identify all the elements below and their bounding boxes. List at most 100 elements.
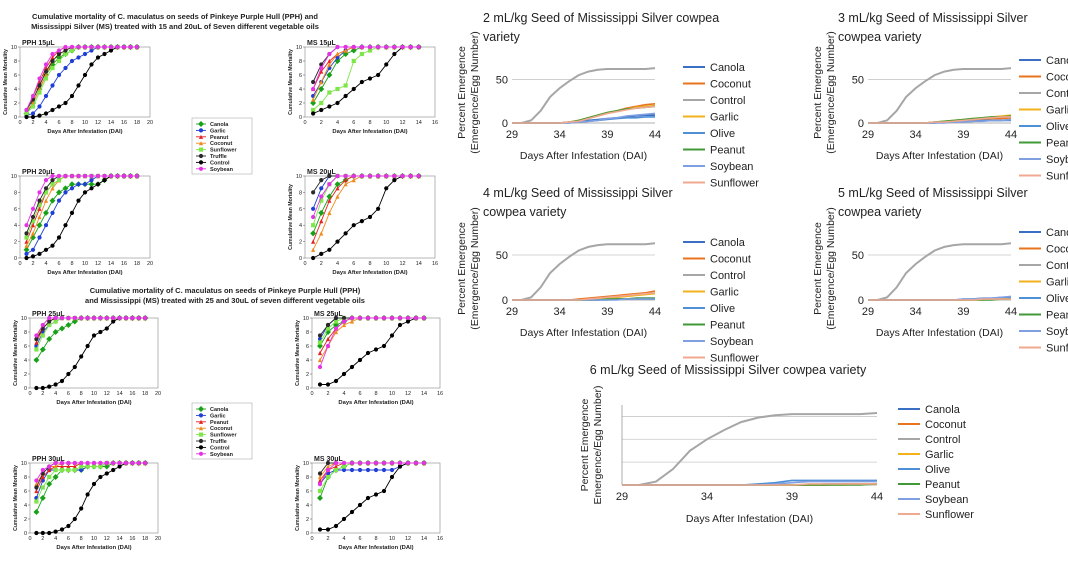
panel-title: MS 25μL [314, 311, 344, 318]
legend-label: Peanut [210, 420, 229, 426]
legend-label: Garlic [1046, 277, 1068, 289]
data-point [199, 167, 203, 171]
data-point [83, 45, 87, 49]
data-point [73, 468, 77, 472]
x-tick-label: 6 [57, 120, 60, 126]
data-point [392, 52, 396, 56]
data-point [70, 94, 74, 98]
panel-title: cowpea variety [838, 30, 922, 44]
series-line [36, 318, 145, 336]
x-tick-label: 6 [352, 261, 355, 267]
data-point [33, 509, 39, 515]
x-tick-label: 10 [91, 536, 97, 542]
data-point [118, 316, 122, 320]
data-point [31, 248, 35, 252]
data-point [390, 468, 394, 472]
y-tick-label: 0 [14, 115, 17, 121]
y-tick-label: 50 [496, 74, 508, 86]
data-point [382, 489, 386, 493]
data-point [41, 323, 45, 327]
data-point [37, 190, 41, 194]
data-point [57, 48, 61, 52]
data-point [143, 461, 147, 465]
data-point [37, 83, 41, 87]
data-point [60, 468, 64, 472]
x-axis-label: Days After Infestation (DAI) [686, 513, 813, 525]
data-point [417, 174, 421, 178]
data-point [54, 530, 58, 534]
data-point [130, 461, 134, 465]
series-line [36, 318, 145, 339]
data-point [326, 468, 330, 472]
x-tick-label: 34 [910, 306, 922, 318]
legend-label: Canola [710, 62, 746, 74]
data-point [366, 496, 370, 500]
data-point [376, 45, 380, 49]
data-point [199, 452, 203, 456]
data-point [335, 240, 339, 244]
data-point [352, 178, 356, 182]
data-point [334, 524, 338, 528]
y-tick-label: 4 [14, 87, 17, 93]
x-tick-label: 39 [601, 306, 613, 318]
data-point [57, 59, 61, 63]
data-point [358, 468, 362, 472]
legend-label: Truffle [210, 439, 227, 445]
series-line [868, 299, 1011, 300]
data-point [318, 482, 322, 486]
legend-label: Soybean [925, 494, 968, 506]
data-point [89, 45, 93, 49]
x-axis-label: Days After Infestation (DAI) [56, 400, 131, 406]
data-point [96, 55, 100, 59]
x-tick-label: 2 [31, 261, 34, 267]
data-point [105, 461, 109, 465]
data-point [73, 365, 77, 369]
data-point [34, 333, 38, 337]
data-point [390, 461, 394, 465]
legend-label: Sunflower [210, 148, 237, 154]
data-point [352, 59, 356, 63]
data-point [360, 174, 364, 178]
x-tick-label: 6 [358, 391, 361, 397]
data-point [406, 461, 410, 465]
x-tick-label: 8 [80, 391, 83, 397]
x-tick-label: 2 [320, 261, 323, 267]
data-point [384, 62, 388, 66]
data-point [376, 174, 380, 178]
y-tick-label: 6 [299, 73, 302, 79]
data-point [143, 316, 147, 320]
x-tick-label: 4 [336, 120, 339, 126]
panel-title: 2 mL/kg Seed of Mississippi Silver cowpe… [483, 11, 719, 25]
data-point [98, 330, 102, 334]
data-point [384, 174, 388, 178]
data-point [318, 527, 322, 531]
x-tick-label: 39 [957, 129, 969, 141]
data-point [47, 316, 51, 320]
x-tick-label: 8 [70, 261, 73, 267]
data-point [98, 475, 102, 479]
data-point [392, 174, 396, 178]
data-point [384, 45, 388, 49]
data-point [368, 174, 372, 178]
x-axis-label: Days After Infestation (DAI) [876, 327, 1003, 339]
y-tick-label: 2 [299, 101, 302, 107]
mortality-panel: 02468100 2 4 6 8 10 12 14 16MS 20μLDays After In… [288, 169, 438, 276]
data-point [92, 333, 96, 337]
legend: CanolaCoconutControlGarlicOlivePeanutSoy… [683, 62, 759, 190]
data-point [409, 174, 413, 178]
x-tick-label: 34 [554, 306, 566, 318]
data-point [392, 178, 396, 182]
y-tick-label: 10 [11, 174, 17, 180]
series-line [36, 318, 145, 343]
x-tick-label: 8 [374, 391, 377, 397]
x-tick-label: 10 [389, 536, 395, 542]
data-point [96, 174, 100, 178]
data-point [89, 62, 93, 66]
x-tick-label: 2 [31, 120, 34, 126]
legend-label: Peanut [1046, 138, 1068, 150]
x-tick-label: 8 [80, 536, 83, 542]
data-point [199, 445, 203, 449]
data-point [414, 316, 418, 320]
x-tick-label: 39 [601, 129, 613, 141]
data-point [89, 178, 93, 182]
